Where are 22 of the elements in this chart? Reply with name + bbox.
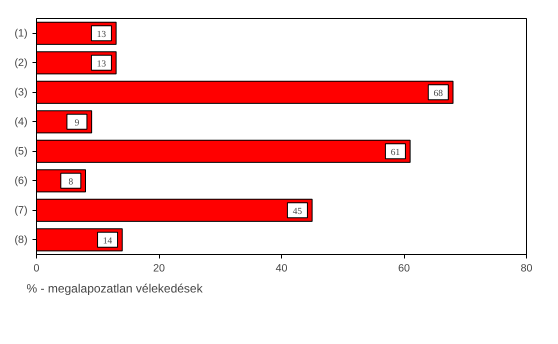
- x-tick-label: 0: [34, 262, 40, 274]
- y-tick-label: (6): [14, 174, 28, 187]
- y-tick-label: (5): [14, 145, 28, 158]
- y-tick-label: (1): [14, 27, 28, 40]
- y-tick-label: (7): [14, 204, 28, 216]
- x-tick-label: 80: [520, 262, 532, 274]
- x-tick-label: 40: [276, 262, 288, 274]
- data-label: 9: [74, 118, 80, 128]
- data-label: 68: [434, 88, 444, 99]
- data-label: 61: [390, 148, 400, 158]
- y-tick-label: (3): [14, 86, 28, 98]
- y-tick-label: (4): [14, 116, 28, 128]
- data-label: 13: [96, 59, 106, 70]
- x-axis-title: % - megalapozatlan vélekedések: [26, 282, 204, 296]
- x-tick-label: 60: [398, 262, 410, 274]
- data-label: 8: [68, 177, 74, 188]
- data-label: 14: [102, 236, 113, 246]
- data-label: 13: [96, 30, 106, 40]
- data-label: 45: [292, 206, 302, 217]
- y-tick-label: (2): [14, 56, 28, 69]
- y-tick-label: (8): [14, 234, 28, 246]
- x-tick-label: 20: [153, 262, 165, 274]
